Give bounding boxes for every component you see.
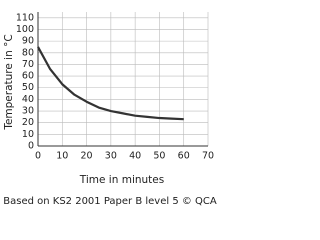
y-tick-label: 50 (22, 82, 34, 93)
y-tick-label: 10 (22, 129, 34, 140)
x-tick-label: 60 (178, 151, 190, 162)
y-tick-label: 70 (22, 59, 34, 70)
x-tick-label: 20 (81, 151, 93, 162)
y-tick-label: 90 (22, 36, 34, 47)
x-tick-label: 40 (129, 151, 141, 162)
y-tick-label: 20 (22, 117, 34, 128)
data-line (37, 46, 184, 121)
x-tick-label: 10 (56, 151, 68, 162)
y-tick-label: 30 (22, 106, 34, 117)
y-tick-label: 0 (28, 141, 34, 152)
x-tick-label: 70 (202, 151, 214, 162)
y-tick-label: 80 (22, 47, 34, 58)
y-tick-label: 60 (22, 71, 34, 82)
y-tick-label: 110 (16, 12, 34, 23)
x-tick-label: 50 (153, 151, 165, 162)
x-tick-label: 30 (105, 151, 117, 162)
x-axis-label: Time in minutes (79, 174, 164, 186)
y-tick-label: 100 (16, 24, 34, 35)
x-tick-label: 0 (35, 151, 41, 162)
y-tick-label: 40 (22, 94, 34, 105)
y-axis-label: Temperature in °C (3, 34, 15, 130)
chart: Temperature in °C Time in minutes Based … (3, 12, 217, 207)
caption: Based on KS2 2001 Paper B level 5 © QCA (3, 196, 217, 207)
